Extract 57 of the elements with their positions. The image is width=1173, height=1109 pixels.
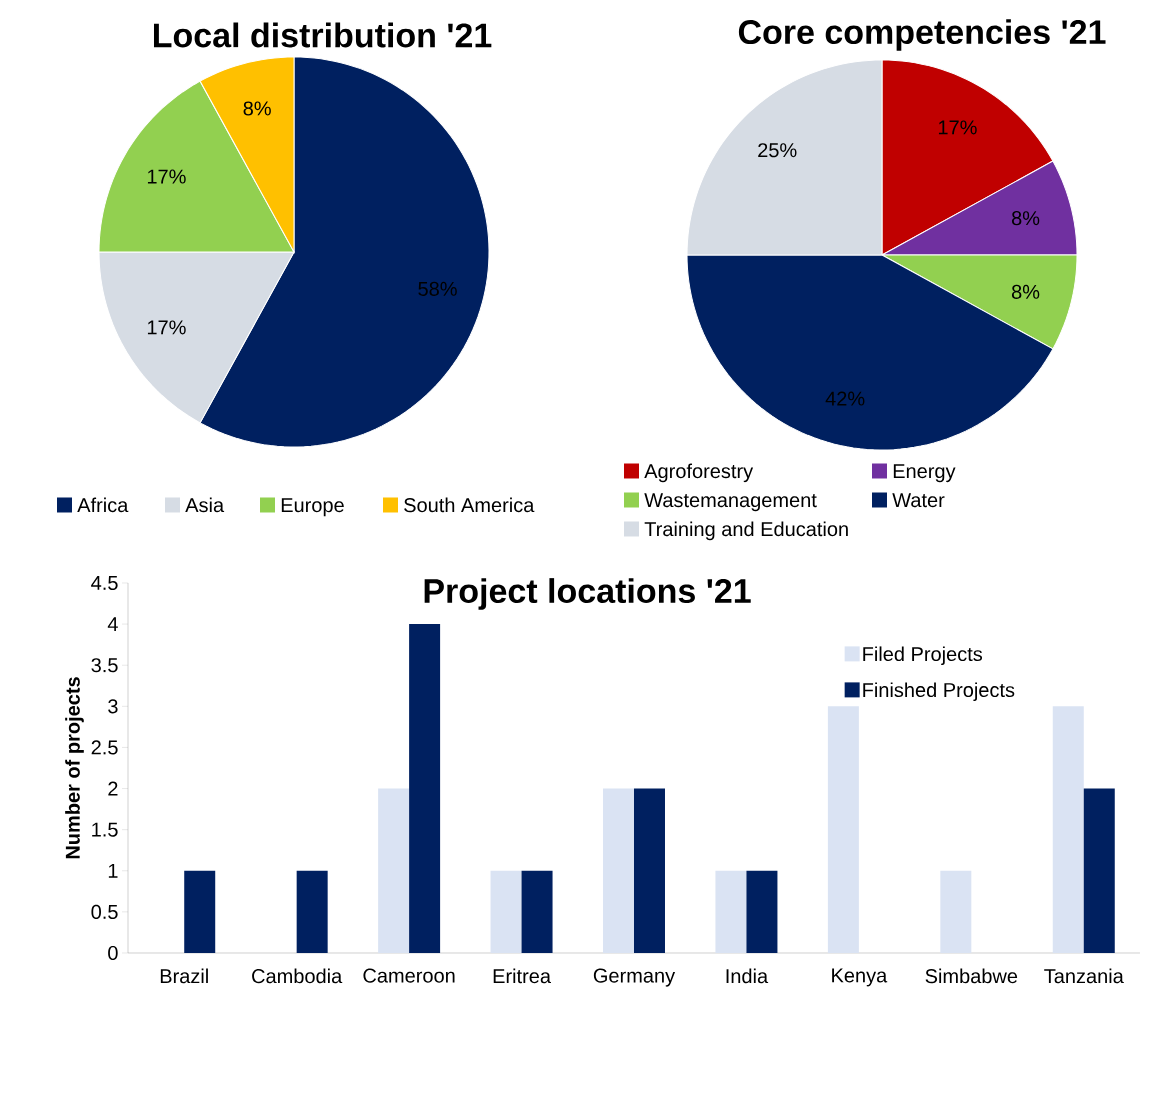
bar — [296, 870, 328, 953]
data-label: 17% — [147, 320, 186, 335]
x-tick-label: Brazil — [160, 968, 208, 984]
chart-title: Local distribution '21 — [153, 22, 492, 48]
legend-label: Asia — [185, 497, 225, 513]
y-tick-label: 0.5 — [91, 904, 118, 919]
bar — [490, 870, 522, 953]
data-label: 17% — [147, 169, 186, 184]
bar — [1052, 706, 1084, 953]
y-tick-label: 2 — [108, 781, 118, 796]
legend-label: Filed Projects — [863, 646, 983, 666]
data-label: 58% — [418, 281, 457, 296]
bar — [521, 870, 553, 953]
bar — [1083, 788, 1115, 953]
y-tick-label: 1.5 — [92, 822, 118, 837]
bar — [940, 870, 972, 953]
legend-label: Energy — [893, 464, 956, 483]
legend-label: Agroforestry — [644, 463, 754, 483]
x-tick-label: Cambodia — [252, 968, 343, 984]
y-axis-title: Number of projects — [65, 677, 84, 859]
y-tick-label: 4.5 — [91, 576, 118, 590]
y-tick-label: 2.5 — [91, 740, 118, 755]
legend-label: Water — [892, 493, 945, 508]
bar — [409, 624, 441, 953]
x-tick-label: India — [726, 968, 769, 984]
legend-label: Europe — [281, 498, 344, 517]
bar — [378, 788, 410, 953]
data-label: 8% — [243, 101, 271, 116]
y-tick-label: 0 — [108, 945, 118, 961]
chart-title: Project locations '21 — [424, 578, 751, 610]
data-label: 8% — [1011, 211, 1040, 226]
legend-label: South America — [404, 497, 535, 513]
legend-label: Africa — [77, 497, 129, 513]
legend-label: Training and Education — [644, 521, 848, 541]
bar — [746, 870, 778, 953]
legend-label: Finished Projects — [863, 682, 1015, 702]
legend-label: Wastemanagement — [644, 493, 817, 512]
data-label: 8% — [1011, 284, 1040, 299]
bar — [715, 870, 747, 953]
y-tick-label: 3.5 — [91, 658, 118, 673]
data-label: 25% — [758, 143, 797, 158]
x-tick-label: Cameroon — [363, 968, 455, 983]
y-tick-label: 1 — [108, 863, 118, 878]
x-tick-label: Simbabwe — [925, 968, 1018, 984]
chart-title: Core competencies '21 — [738, 19, 1106, 51]
bar — [827, 706, 859, 953]
x-tick-label: Tanzania — [1044, 968, 1124, 984]
bar — [634, 788, 665, 953]
data-label: 42% — [825, 391, 865, 406]
y-tick-label: 3 — [108, 699, 118, 714]
bar — [184, 870, 216, 953]
data-label: 17% — [938, 120, 977, 135]
y-tick-label: 4 — [107, 617, 118, 631]
x-tick-label: Eritrea — [493, 968, 551, 984]
x-tick-label: Germany — [593, 968, 676, 987]
bar — [602, 788, 634, 953]
x-tick-label: Kenya — [832, 968, 888, 987]
